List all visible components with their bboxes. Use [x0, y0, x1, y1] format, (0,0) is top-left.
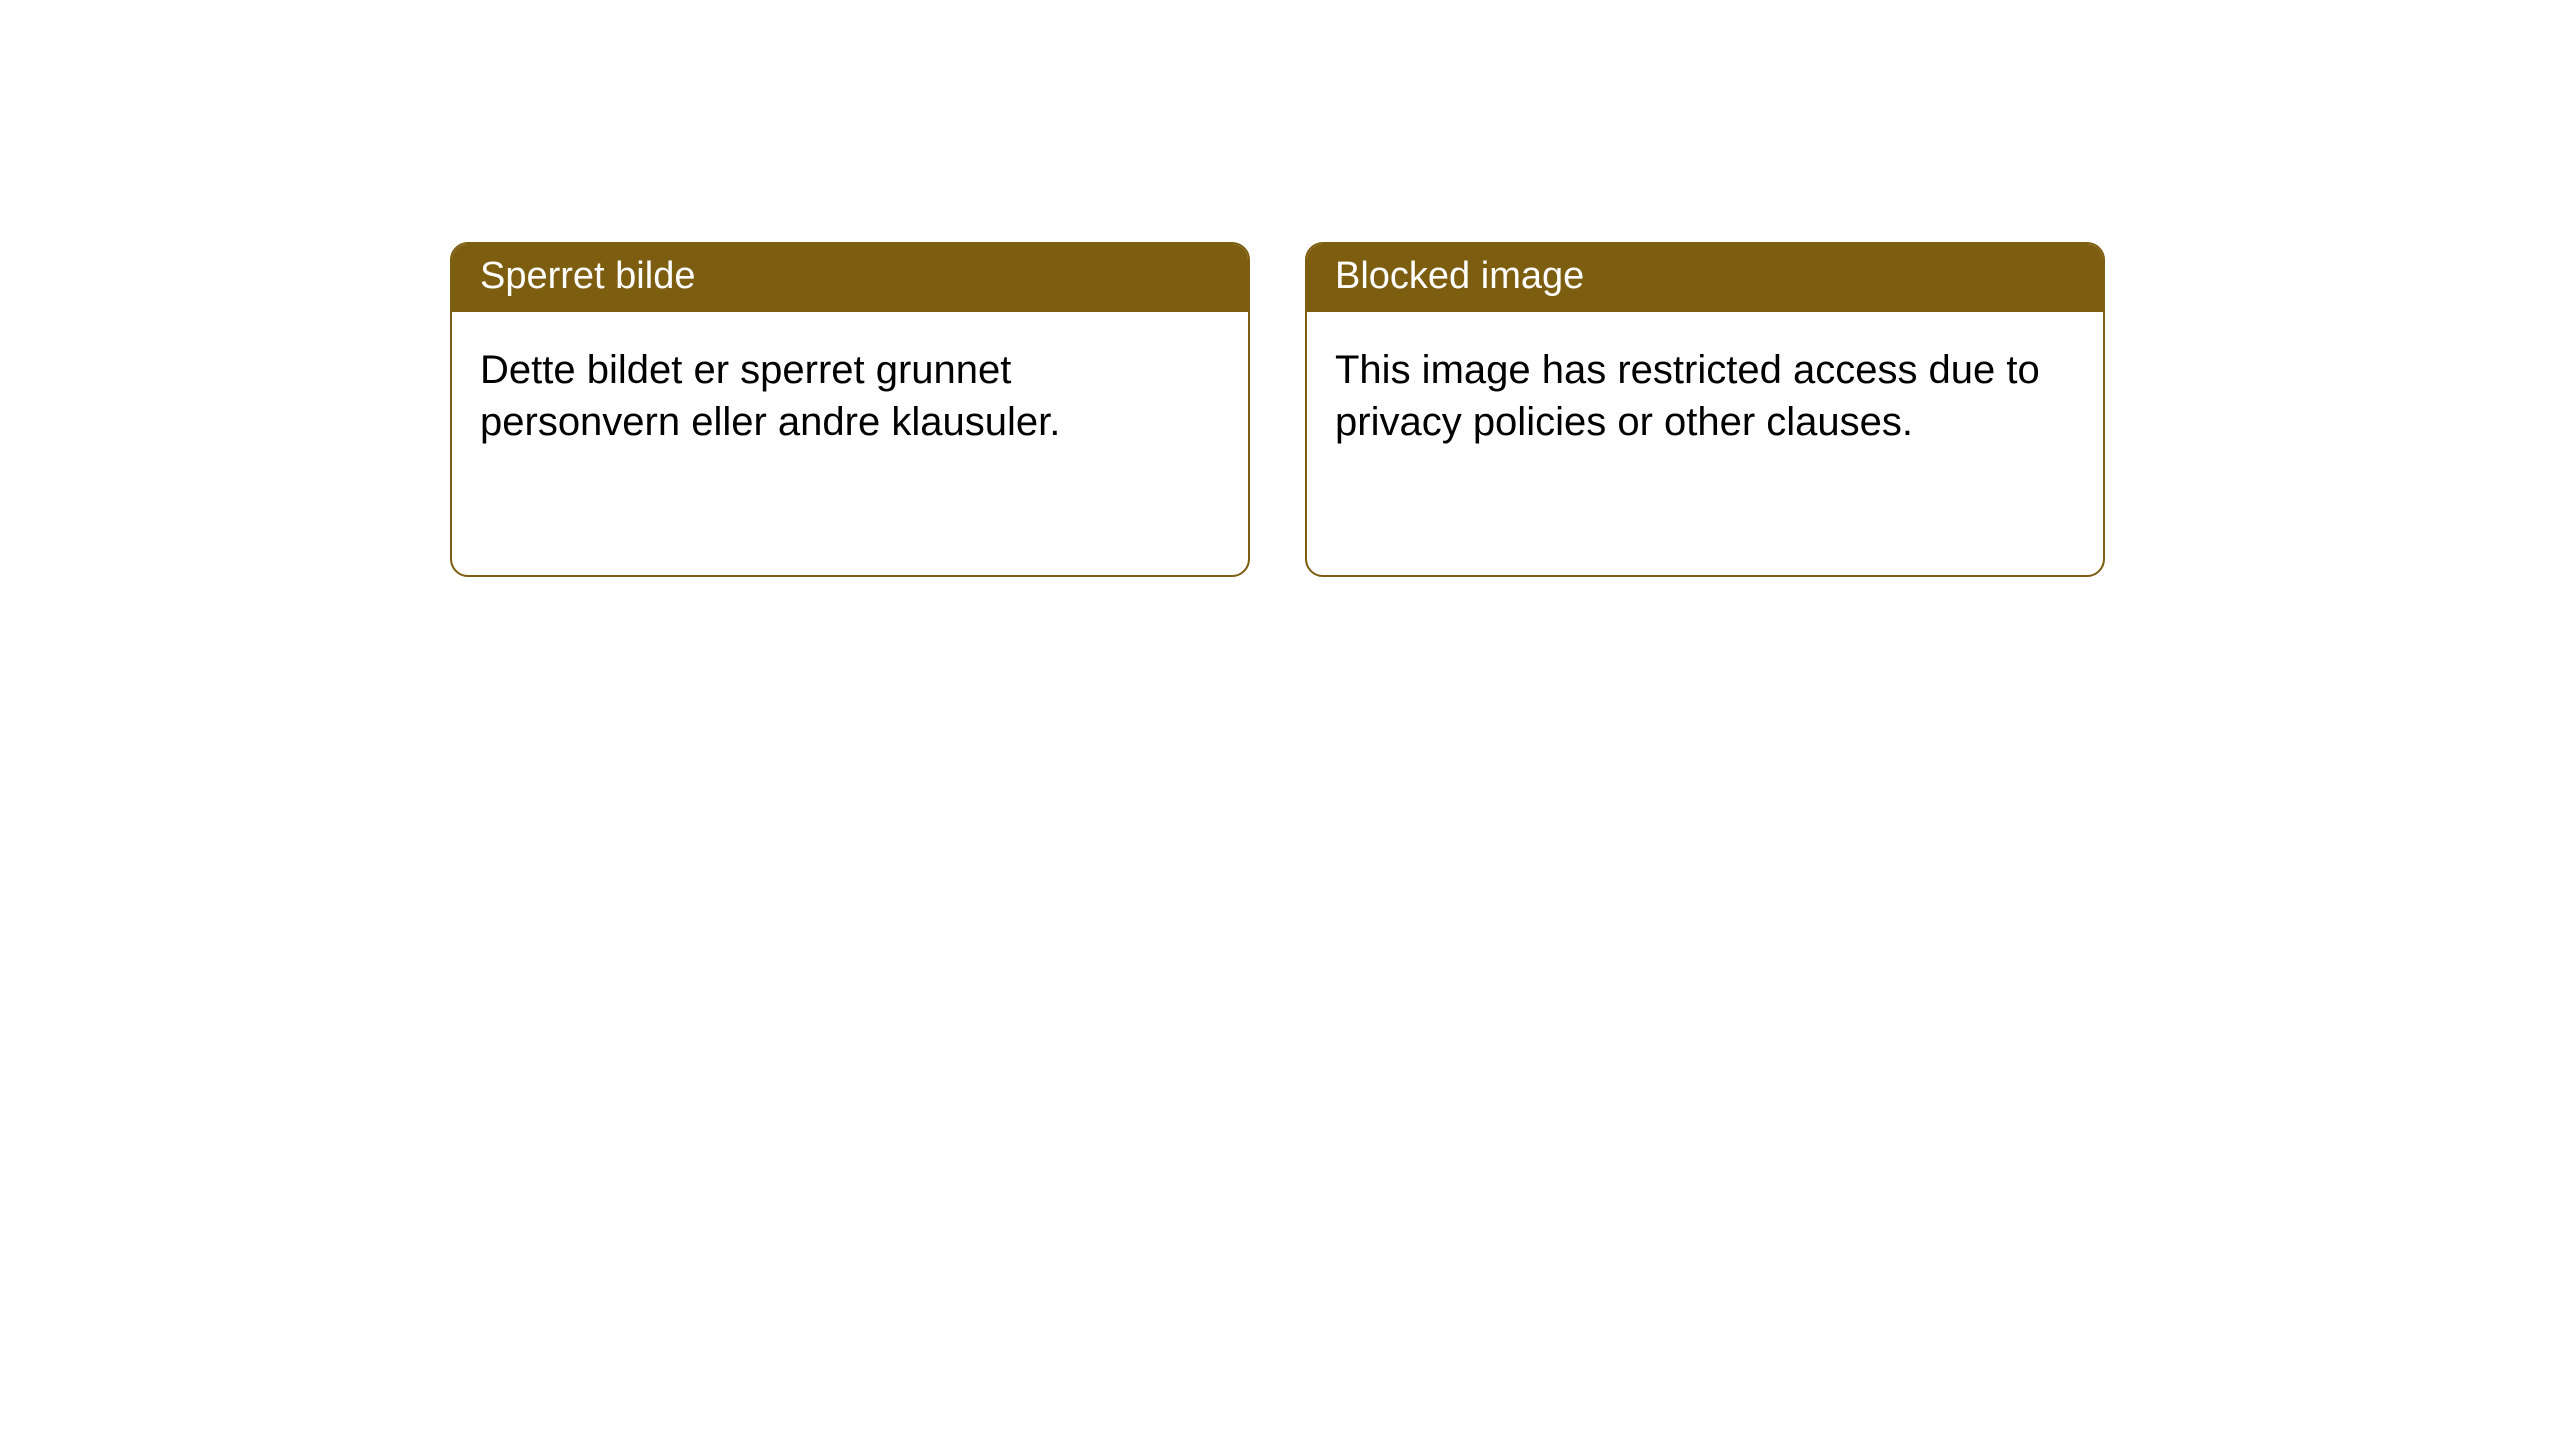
- notice-header: Sperret bilde: [452, 244, 1248, 312]
- notice-title: Blocked image: [1335, 255, 1584, 297]
- notice-header: Blocked image: [1307, 244, 2103, 312]
- notice-body-text: This image has restricted access due to …: [1335, 348, 2040, 444]
- notice-body: Dette bildet er sperret grunnet personve…: [452, 312, 1248, 480]
- notice-body: This image has restricted access due to …: [1307, 312, 2103, 480]
- notices-container: Sperret bilde Dette bildet er sperret gr…: [450, 242, 2105, 577]
- notice-title: Sperret bilde: [480, 255, 695, 297]
- notice-box-norwegian: Sperret bilde Dette bildet er sperret gr…: [450, 242, 1250, 577]
- notice-box-english: Blocked image This image has restricted …: [1305, 242, 2105, 577]
- notice-body-text: Dette bildet er sperret grunnet personve…: [480, 348, 1060, 444]
